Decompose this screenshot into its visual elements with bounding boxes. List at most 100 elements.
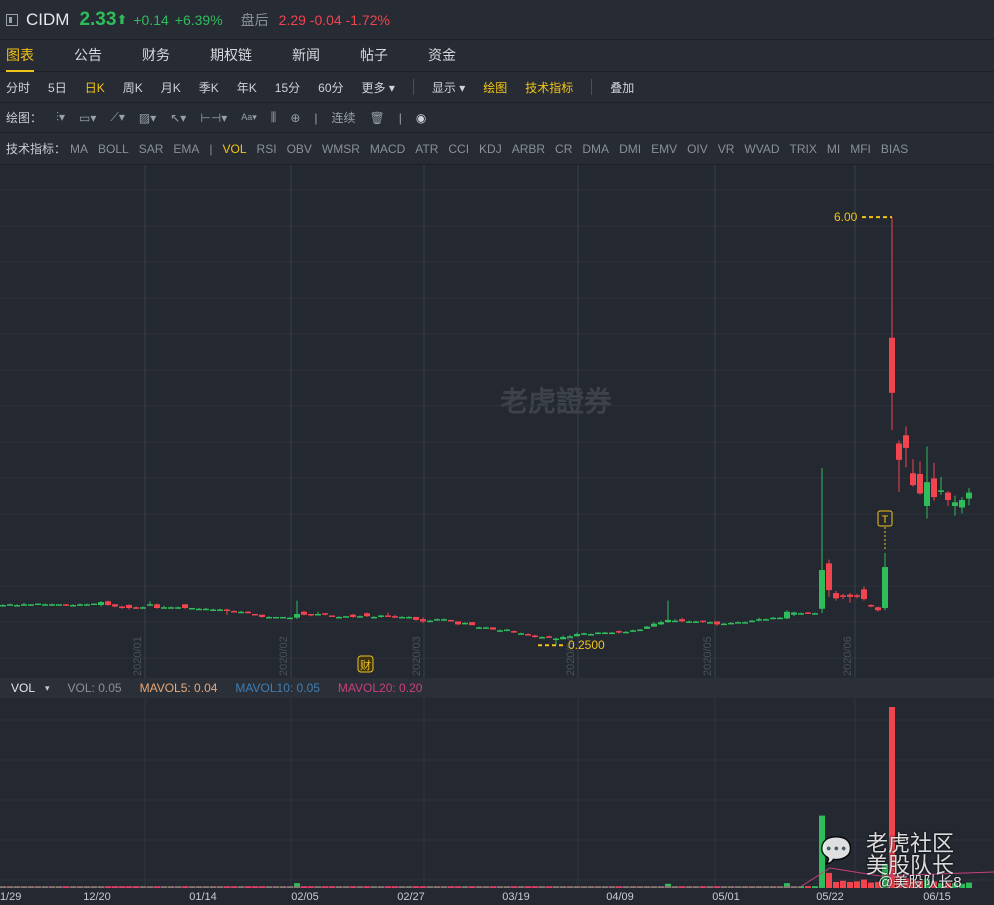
candle — [189, 608, 195, 610]
candle — [840, 593, 846, 600]
fibonacci-tool-icon[interactable]: ▨▾ — [138, 110, 157, 125]
tech-indicator-button[interactable]: 技术指标 — [525, 80, 574, 95]
tab-1[interactable]: 公告 — [74, 46, 102, 63]
period-1[interactable]: 5日 — [48, 80, 67, 95]
trash-icon[interactable]: 🗑 — [369, 110, 385, 125]
candle-body — [294, 613, 300, 618]
eye-icon[interactable]: ◉ — [415, 110, 427, 125]
last-price: 2.33 — [79, 8, 117, 30]
volume-chart[interactable]: 老虎社区 美股队长 @美股队长8 💬 — [0, 698, 994, 891]
candle-body — [91, 603, 97, 606]
candle — [42, 603, 48, 606]
candle — [63, 604, 69, 606]
indicator-atr[interactable]: ATR — [415, 141, 439, 156]
candle — [700, 620, 706, 623]
indicator-wvad[interactable]: WVAD — [744, 141, 780, 156]
tab-2[interactable]: 财务 — [142, 46, 170, 63]
tab-5[interactable]: 帖子 — [360, 46, 388, 63]
candle — [28, 604, 34, 606]
polyline-tool-icon[interactable]: ⟋▾ — [110, 110, 125, 124]
trade-marker-text: T — [882, 514, 889, 526]
candle — [497, 629, 503, 632]
tab-6[interactable]: 资金 — [428, 46, 456, 63]
trade-marker[interactable]: T — [877, 510, 893, 550]
indicator-bias[interactable]: BIAS — [880, 141, 909, 156]
indicator-mfi[interactable]: MFI — [850, 141, 871, 156]
candle-body — [672, 620, 678, 623]
candle-body — [525, 634, 531, 636]
candle-body — [574, 634, 580, 637]
candle — [805, 611, 811, 614]
indicator-oiv[interactable]: OIV — [687, 141, 708, 156]
display-menu[interactable]: 显示 ▾ — [431, 80, 466, 95]
candle-body — [826, 563, 832, 591]
zoom-in-icon[interactable]: ⊕ — [290, 110, 301, 125]
volume-bar — [938, 883, 944, 888]
candle-tool-icon[interactable]: ⫼ — [270, 110, 277, 124]
candle — [168, 606, 174, 609]
indicator-obv[interactable]: OBV — [286, 141, 312, 156]
candle — [574, 632, 580, 637]
candle-body — [399, 616, 405, 619]
indicator-vr[interactable]: VR — [717, 141, 735, 156]
tab-4[interactable]: 新闻 — [292, 46, 320, 63]
candle — [231, 610, 237, 613]
indicator-dmi[interactable]: DMI — [619, 141, 642, 156]
indicator-wmsr[interactable]: WMSR — [321, 141, 360, 156]
candle-body — [315, 613, 321, 616]
earnings-marker[interactable]: 财 — [357, 655, 374, 673]
candle — [392, 614, 398, 618]
candle — [784, 610, 790, 620]
candle — [224, 608, 230, 615]
indicator-vol[interactable]: VOL — [222, 141, 247, 156]
indicator-sar[interactable]: SAR — [138, 141, 164, 156]
period-7[interactable]: 15分 — [274, 80, 301, 95]
sidebar-toggle-icon[interactable] — [6, 13, 18, 26]
indicator-emv[interactable]: EMV — [651, 141, 678, 156]
indicator-kdj[interactable]: KDJ — [479, 141, 502, 156]
candle-body — [35, 603, 41, 606]
period-5[interactable]: 季K — [198, 80, 219, 95]
price-plot: 2020/01 2020/02 2020/03 2020/04 2020/05 2020/… — [0, 165, 994, 678]
candle — [357, 615, 363, 618]
indicator-rsi[interactable]: RSI — [256, 141, 277, 156]
period-0[interactable]: 分时 — [6, 80, 31, 95]
tab-3[interactable]: 期权链 — [210, 46, 252, 63]
period-2[interactable]: 日K — [84, 80, 105, 95]
indicator-macd[interactable]: MACD — [369, 141, 406, 156]
indicator-arbr[interactable]: ARBR — [511, 141, 546, 156]
period-toolbar: 分时 5日 日K 周K 月K 季K 年K 15分 60分 更多 ▾ 显示 ▾ 绘图 技术指标 叠加 — [0, 72, 994, 103]
candle-body — [784, 611, 790, 619]
indicator-trix[interactable]: TRIX — [789, 141, 817, 156]
candle-body — [637, 629, 643, 632]
overlay-button[interactable]: 叠加 — [610, 80, 635, 95]
candle-body — [406, 616, 412, 619]
indicator-ema[interactable]: EMA — [173, 141, 200, 156]
period-3[interactable]: 周K — [122, 80, 143, 95]
vertical-line-tool-icon[interactable]: ⫶▾ — [56, 110, 66, 124]
candlestick-chart[interactable]: 老虎證券 2020/01 2020/02 2020/03 2020/04 2020/05… — [0, 165, 994, 678]
indicator-dma[interactable]: DMA — [582, 141, 610, 156]
draw-button[interactable]: 绘图 — [483, 80, 508, 95]
text-tool-icon[interactable]: Aa▾ — [241, 112, 257, 122]
period-4[interactable]: 月K — [160, 80, 181, 95]
indicator-ma[interactable]: MA — [70, 141, 89, 156]
indicator-boll[interactable]: BOLL — [98, 141, 129, 156]
tab-0[interactable]: 图表 — [6, 40, 34, 72]
indicator-cci[interactable]: CCI — [448, 141, 470, 156]
period-8[interactable]: 60分 — [318, 80, 344, 95]
candle — [420, 617, 426, 623]
candle-body — [224, 609, 230, 612]
period-9[interactable]: 更多 ▾ — [361, 80, 395, 95]
x-tick-label: 05/22 — [816, 891, 844, 903]
indicator-mi[interactable]: MI — [826, 141, 841, 156]
indicator-cr[interactable]: CR — [555, 141, 573, 156]
arrow-tool-icon[interactable]: ↖▾ — [170, 110, 187, 125]
indicator-selector[interactable]: VOL — [11, 681, 36, 695]
rectangle-tool-icon[interactable]: ▭▾ — [79, 110, 97, 125]
candle-body — [140, 607, 146, 609]
chevron-down-icon[interactable]: ▾ — [45, 682, 50, 693]
measure-tool-icon[interactable]: ⊢⊣▾ — [200, 110, 228, 125]
period-6[interactable]: 年K — [236, 80, 257, 95]
continuous-toggle[interactable]: 连续 — [331, 111, 356, 125]
